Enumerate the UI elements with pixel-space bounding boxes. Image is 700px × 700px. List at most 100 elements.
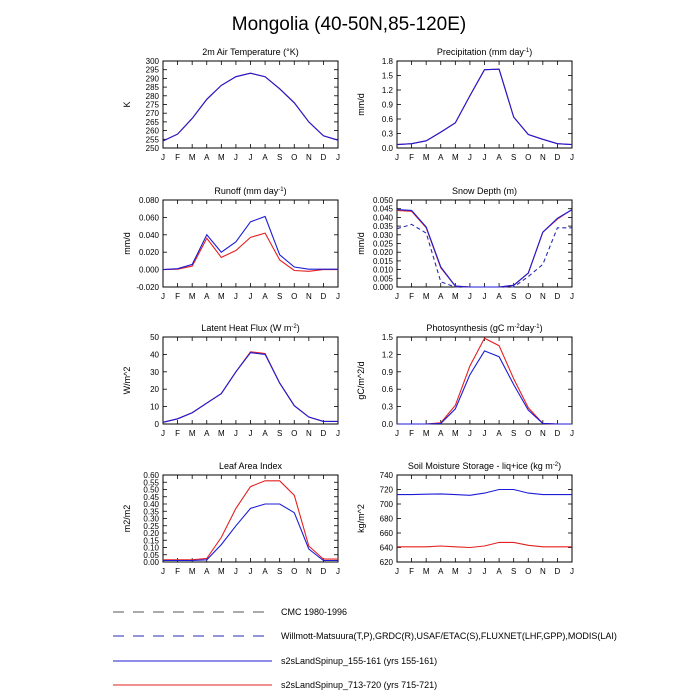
- x-tick-label: M: [189, 429, 196, 438]
- x-tick-label: D: [555, 153, 561, 162]
- x-tick-label: O: [525, 153, 531, 162]
- x-tick-label: O: [525, 429, 531, 438]
- y-tick-label: 0.040: [139, 231, 160, 240]
- x-tick-label: D: [555, 292, 561, 301]
- x-tick-label: S: [277, 429, 282, 438]
- x-tick-label: D: [321, 153, 327, 162]
- y-tick-label: 700: [380, 500, 394, 509]
- series-line: [397, 350, 572, 425]
- x-tick-label: S: [511, 567, 516, 576]
- x-tick-label: A: [438, 429, 444, 438]
- x-tick-label: S: [277, 292, 282, 301]
- series-line: [397, 488, 572, 496]
- y-tick-label: 1.2: [382, 86, 394, 95]
- y-tick-label: 295: [146, 66, 160, 75]
- series-line: [162, 215, 338, 271]
- x-tick-label: F: [409, 153, 414, 162]
- x-tick-label: M: [452, 153, 459, 162]
- plot-frame: [162, 60, 339, 149]
- y-tick-label: 0.040: [373, 213, 394, 222]
- x-tick-label: J: [234, 153, 238, 162]
- series-line: [396, 223, 572, 288]
- y-tick-label: 0.010: [373, 266, 394, 275]
- x-tick-label: J: [395, 429, 399, 438]
- y-tick-label: 0.30: [143, 515, 159, 524]
- x-tick-label: O: [291, 567, 297, 576]
- x-tick-label: N: [306, 292, 312, 301]
- x-tick-label: J: [234, 292, 238, 301]
- x-tick-label: J: [336, 292, 340, 301]
- x-tick-label: J: [395, 153, 399, 162]
- x-tick-label: M: [189, 292, 196, 301]
- panel-title: Photosynthesis (gC m-2day-1): [426, 323, 542, 333]
- x-tick-label: J: [249, 429, 253, 438]
- x-tick-label: J: [570, 153, 574, 162]
- x-tick-label: O: [291, 429, 297, 438]
- x-tick-label: M: [189, 153, 196, 162]
- x-tick-label: J: [249, 567, 253, 576]
- y-tick-label: 0.55: [143, 478, 159, 487]
- series-line: [162, 232, 338, 272]
- y-tick-label: 285: [146, 83, 160, 92]
- plot-frame: [396, 60, 573, 149]
- y-tick-label: 0.45: [143, 493, 159, 502]
- x-tick-label: J: [483, 567, 487, 576]
- y-tick-label: 0: [155, 420, 160, 429]
- x-tick-label: S: [511, 429, 516, 438]
- legend-label: s2sLandSpinup_713-720 (yrs 715-721): [281, 680, 437, 690]
- plot-frame: [396, 336, 573, 425]
- y-tick-label: 0.60: [143, 471, 159, 480]
- plot-frame: [396, 474, 573, 563]
- y-tick-label: 0.0: [382, 144, 394, 153]
- y-axis-label: kg/m^2: [356, 504, 366, 533]
- x-tick-label: N: [540, 429, 546, 438]
- x-tick-label: A: [204, 153, 210, 162]
- y-tick-label: 20: [150, 385, 159, 394]
- y-tick-label: 300: [146, 57, 160, 66]
- x-tick-label: D: [555, 567, 561, 576]
- y-tick-label: 0.025: [373, 240, 394, 249]
- x-tick-label: J: [161, 292, 165, 301]
- panel-title: Leaf Area Index: [219, 461, 283, 471]
- legend: CMC 1980-1996 Willmott-Matsuura(T,P),GRDC…: [113, 607, 617, 690]
- x-tick-label: O: [291, 292, 297, 301]
- x-tick-label: S: [511, 153, 516, 162]
- x-tick-label: J: [570, 292, 574, 301]
- panel-title: Latent Heat Flux (W m-2): [201, 323, 299, 333]
- x-tick-label: A: [262, 429, 268, 438]
- chart-panel: 2m Air Temperature (°K) 25025526026527027…: [122, 47, 340, 162]
- y-tick-label: 1.8: [382, 57, 394, 66]
- x-tick-label: A: [204, 429, 210, 438]
- y-tick-label: 0.005: [373, 274, 394, 283]
- x-tick-label: N: [540, 567, 546, 576]
- series-line: [396, 68, 573, 146]
- chart-panel: Soil Moisture Storage - liq+ice (kg m-2)…: [356, 461, 574, 576]
- x-tick-label: S: [277, 153, 282, 162]
- y-tick-label: 0.20: [143, 529, 159, 538]
- x-tick-label: M: [423, 153, 430, 162]
- x-tick-label: A: [496, 429, 502, 438]
- y-tick-label: 0.0: [382, 420, 394, 429]
- x-tick-label: A: [204, 292, 210, 301]
- x-tick-label: J: [395, 292, 399, 301]
- panel-title: Runoff (mm day-1): [214, 186, 286, 196]
- panel-title: Precipitation (mm day-1): [437, 47, 532, 57]
- x-tick-label: D: [555, 429, 561, 438]
- y-tick-label: 0.050: [373, 196, 394, 205]
- y-axis-label: mm/d: [356, 232, 366, 255]
- x-tick-label: M: [218, 567, 225, 576]
- x-tick-label: A: [204, 567, 210, 576]
- y-axis-label: mm/d: [356, 93, 366, 116]
- series-line: [396, 209, 573, 288]
- x-tick-label: J: [395, 567, 399, 576]
- y-tick-label: 640: [380, 544, 394, 553]
- series-line: [162, 72, 339, 142]
- x-tick-label: O: [525, 292, 531, 301]
- panel-grid: 2m Air Temperature (°K) 25025526026527027…: [122, 47, 574, 576]
- y-tick-label: 290: [146, 74, 160, 83]
- y-tick-label: 1.2: [382, 350, 394, 359]
- x-tick-label: N: [306, 429, 312, 438]
- x-tick-label: D: [321, 567, 327, 576]
- y-tick-label: 0.35: [143, 507, 159, 516]
